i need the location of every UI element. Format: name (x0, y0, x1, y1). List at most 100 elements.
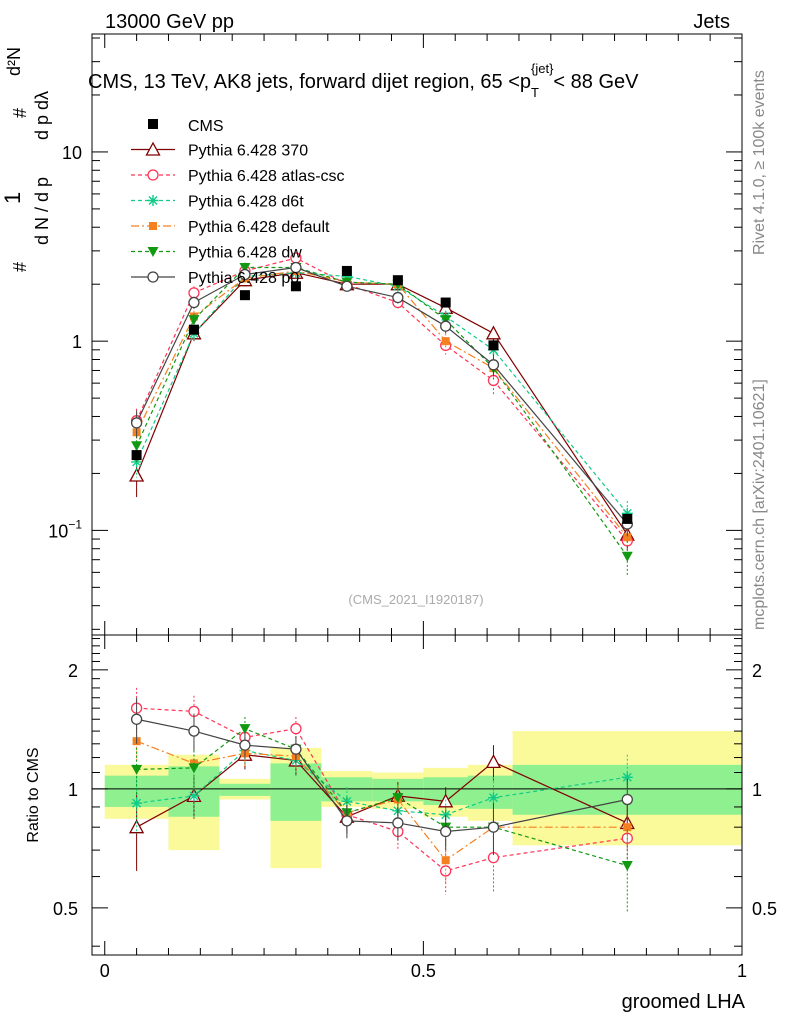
legend-label-cms: CMS (188, 118, 224, 135)
y-tick-label: 10−1 (48, 517, 82, 541)
cms-data-point (131, 450, 142, 461)
main-point-2-8 (621, 507, 633, 519)
main-point-0-7 (485, 325, 502, 340)
main-point-1-1 (188, 287, 200, 299)
chart-title-sub: T (531, 85, 539, 100)
main-point-5-4 (341, 280, 353, 292)
ylabel-numerator: # (10, 262, 30, 272)
cms-data-point (239, 290, 250, 301)
band-inner-7 (467, 775, 513, 809)
ratio-point-5-1 (188, 725, 200, 737)
ratio-point-5-3 (290, 743, 302, 755)
main-series-line-5 (136, 266, 628, 525)
ratio-point-4-0 (131, 764, 143, 775)
legend-label-3: Pythia 6.428 default (188, 219, 330, 236)
cms-data-point (188, 324, 199, 335)
legend-marker-cms (148, 119, 158, 129)
ratio-point-3-6 (441, 856, 450, 865)
main-point-5-2 (239, 268, 251, 281)
legend-marker-2 (147, 195, 159, 206)
main-point-4-2 (239, 263, 251, 274)
main-series-line-0 (136, 272, 628, 535)
cms-data-point (290, 281, 301, 292)
cms-data-point (488, 340, 499, 351)
main-series-line-2 (136, 272, 628, 514)
ratio-y-label: Ratio to CMS (25, 747, 42, 842)
main-point-4-8 (621, 551, 633, 562)
main-point-3-8 (623, 533, 632, 542)
legend-marker-3 (149, 222, 157, 230)
cms-data-point (341, 265, 352, 276)
main-point-5-0 (130, 417, 143, 429)
cms-data-point (392, 275, 403, 286)
legend-label-0: Pythia 6.428 370 (188, 143, 308, 160)
cms-data-point (440, 297, 451, 308)
header-left: 13000 GeV pp (105, 11, 234, 33)
side-label-bottom: mcplots.cern.ch [arXiv:2401.10621] (751, 379, 768, 630)
ratio-point-2-8 (621, 771, 633, 783)
chart-title-sup: {jet} (531, 61, 554, 76)
main-point-0-0 (129, 467, 145, 482)
cms-data-point (622, 513, 633, 524)
main-panel: 10−1 1 10 (48, 33, 743, 636)
ylabel-numerator2: # (10, 108, 30, 118)
ratio-panel: 0 0.5 1 0.5 0.5 1 1 2 2 (53, 634, 777, 981)
x-tick-label: 0 (100, 961, 110, 981)
ratio-point-5-4 (341, 815, 353, 827)
ratio-point-4-1 (188, 763, 200, 774)
main-point-5-1 (188, 296, 200, 309)
main-point-4-0 (131, 441, 143, 452)
ylabel-d2n: d²N (4, 47, 24, 76)
ratio-point-2-7 (487, 792, 499, 804)
ratio-point-0-7 (485, 754, 502, 769)
main-series-line-3 (136, 270, 628, 538)
header-right: Jets (693, 11, 730, 33)
x-tick-label: 1 (737, 961, 747, 981)
chart-title-main: CMS, 13 TeV, AK8 jets, forward dijet reg… (88, 71, 531, 93)
ratio-point-4-2 (239, 724, 251, 735)
legend-marker-5 (147, 271, 159, 283)
side-label-top: Rivet 4.1.0, ≥ 100k events (751, 70, 768, 255)
ratio-y-tick-label: 1 (68, 780, 78, 800)
ratio-point-2-1 (188, 790, 200, 802)
ylabel-dn: d N / d p (32, 177, 52, 245)
main-y-axis-label: # 1 d N / d p # d²N d p dλ (0, 47, 52, 272)
ratio-frame (91, 634, 743, 956)
ratio-y-tick-label-right: 2 (752, 661, 762, 681)
ratio-point-3-8 (623, 823, 632, 832)
ratio-y-tick-label: 2 (68, 661, 78, 681)
ylabel-one: 1 (0, 192, 25, 204)
legend-marker-1 (147, 169, 159, 181)
main-point-5-6 (440, 320, 452, 332)
ratio-point-5-0 (130, 713, 143, 725)
ratio-point-4-8 (621, 860, 633, 871)
ratio-point-2-4 (341, 795, 353, 807)
legend-label-2: Pythia 6.428 d6t (188, 194, 304, 211)
chart-title: CMS, 13 TeV, AK8 jets, forward dijet reg… (88, 61, 639, 100)
main-point-4-1 (188, 315, 200, 326)
ratio-point-1-3 (290, 723, 302, 735)
ratio-series-line-2 (136, 749, 628, 816)
legend-label-1: Pythia 6.428 atlas-csc (188, 168, 345, 185)
x-axis-label: groomed LHA (622, 991, 746, 1013)
ratio-y-tick-label: 0.5 (53, 899, 78, 919)
legend-marker-4 (147, 247, 159, 257)
ratio-point-5-2 (239, 739, 251, 751)
ratio-point-5-5 (392, 817, 404, 829)
main-point-5-7 (487, 359, 500, 371)
ratio-series-line-4 (136, 727, 628, 867)
y-tick-label: 1 (72, 332, 82, 352)
band-inner-2 (219, 783, 271, 796)
ratio-y-tick-label-right: 1 (752, 780, 762, 800)
x-tick-label: 0.5 (411, 961, 436, 981)
main-point-5-5 (392, 291, 404, 304)
ratio-point-4-5 (392, 793, 404, 804)
main-series-line-1 (136, 257, 628, 542)
main-series-line-4 (136, 266, 628, 557)
ratio-point-5-7 (487, 821, 500, 833)
legend-marker-0 (145, 141, 161, 156)
ratio-point-5-6 (440, 825, 452, 838)
ratio-point-2-0 (131, 797, 143, 809)
legend-label-4: Pythia 6.428 dw (188, 245, 302, 262)
